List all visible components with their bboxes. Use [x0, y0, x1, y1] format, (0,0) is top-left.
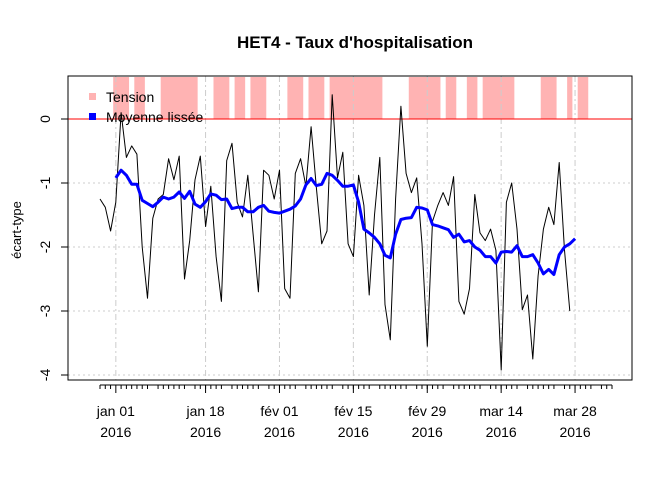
tension-bar — [466, 77, 478, 119]
tension-bar — [213, 77, 230, 119]
raw-series-line — [99, 94, 571, 371]
y-tick-label: 0 — [37, 115, 53, 123]
y-axis-title: écart-type — [9, 201, 24, 259]
smoothed-series-line — [114, 168, 577, 276]
tension-bar — [308, 77, 325, 119]
legend-tension-swatch — [89, 93, 96, 100]
y-tick-label: -1 — [37, 177, 53, 190]
tension-bar — [445, 77, 457, 119]
legend: Tension Moyenne lissée — [89, 89, 203, 125]
x-tick-year-label: 2016 — [559, 424, 590, 440]
tension-bar — [134, 77, 145, 119]
tension-bar — [250, 77, 267, 119]
y-axis: 0 -1 -2 -3 -4 — [37, 115, 69, 382]
x-tick-year-label: 2016 — [264, 424, 295, 440]
smoothed-series-layer — [114, 168, 577, 276]
x-tick-label: fév 29 — [408, 403, 446, 419]
x-tick-label: jan 01 — [96, 403, 135, 419]
x-tick-label: jan 18 — [185, 403, 224, 419]
raw-series-layer — [99, 94, 571, 371]
tension-bar — [113, 77, 130, 119]
x-axis: jan 01 2016 jan 18 2016 fév 01 2016 fév 15 2016… — [96, 384, 613, 440]
y-tick-label: -3 — [37, 305, 53, 318]
x-tick-label: fév 15 — [334, 403, 372, 419]
tension-bar — [234, 77, 246, 119]
x-tick-year-label: 2016 — [338, 424, 369, 440]
x-tick-year-label: 2016 — [486, 424, 517, 440]
tension-bars-layer — [113, 77, 589, 119]
x-tick-label: mar 14 — [479, 403, 523, 419]
x-tick-year-label: 2016 — [412, 424, 443, 440]
tension-bar — [287, 77, 304, 119]
tension-bar — [408, 77, 441, 119]
tension-bar — [577, 77, 589, 119]
x-tick-label: fév 01 — [260, 403, 298, 419]
y-tick-label: -4 — [37, 369, 53, 382]
y-tick-label: -2 — [37, 241, 53, 254]
tension-bar — [160, 77, 198, 119]
tension-bar — [329, 77, 383, 119]
x-tick-year-label: 2016 — [100, 424, 131, 440]
x-tick-year-label: 2016 — [190, 424, 221, 440]
legend-smoothed-label: Moyenne lissée — [106, 109, 203, 125]
tension-bar — [567, 77, 573, 119]
x-tick-label: mar 28 — [553, 403, 597, 419]
legend-smoothed-swatch — [89, 113, 96, 120]
tension-bar — [540, 77, 557, 119]
legend-tension-label: Tension — [106, 89, 154, 105]
tension-bar — [482, 77, 515, 119]
chart-title: HET4 - Taux d'hospitalisation — [237, 33, 473, 52]
